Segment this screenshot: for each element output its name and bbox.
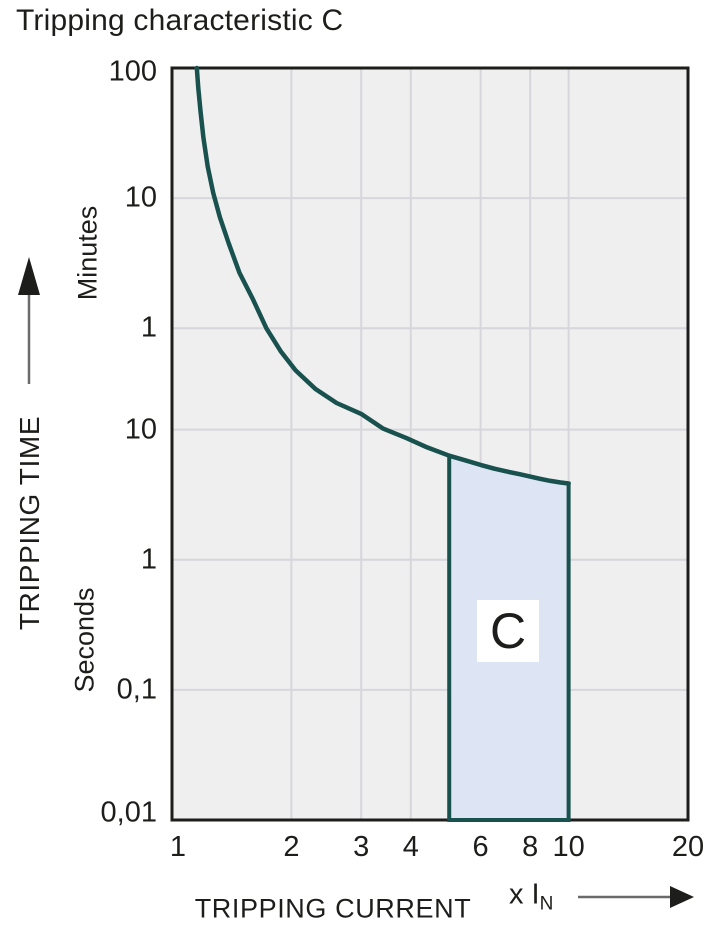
y-tick-label: 100 bbox=[108, 55, 157, 88]
tripping-curve bbox=[194, 65, 571, 486]
x-axis-arrowhead-icon bbox=[670, 886, 694, 908]
plot-background bbox=[172, 68, 688, 820]
y-axis-arrow bbox=[18, 257, 40, 384]
y-tick-label: 1 bbox=[140, 543, 157, 576]
y-tick-label: 10 bbox=[124, 413, 157, 446]
y-tick-label: 1 bbox=[140, 311, 157, 344]
y-axis-arrowhead-icon bbox=[18, 257, 40, 295]
y-axis-title: TRIPPING TIME bbox=[14, 415, 45, 631]
x-tick-label: 1 bbox=[169, 831, 187, 863]
x-axis-unit: x IN bbox=[500, 879, 553, 916]
region-label: C bbox=[489, 603, 527, 659]
x-axis-unit-subscript: N bbox=[539, 893, 554, 915]
x-tick-label: 3 bbox=[353, 831, 370, 863]
x-tick-label: 2 bbox=[283, 831, 300, 863]
x-axis-unit-prefix: x I bbox=[509, 878, 540, 911]
y-axis-unit-seconds: Seconds bbox=[69, 587, 100, 693]
y-tick-label: 0,1 bbox=[116, 673, 157, 706]
x-tick-label: 6 bbox=[472, 831, 489, 863]
page-title: Tripping characteristic C bbox=[16, 4, 344, 37]
x-tick-label: 20 bbox=[671, 831, 705, 863]
y-axis-unit-minutes: Minutes bbox=[72, 205, 103, 301]
x-axis-arrow bbox=[578, 886, 694, 908]
region-label-box: C bbox=[477, 600, 539, 662]
x-tick-label: 8 bbox=[522, 831, 539, 863]
y-tick-label: 10 bbox=[124, 181, 157, 214]
x-tick-label: 4 bbox=[402, 831, 419, 863]
x-axis-title: TRIPPING CURRENT bbox=[194, 893, 472, 924]
gridlines bbox=[172, 68, 688, 820]
y-tick-label: 0,01 bbox=[100, 796, 157, 829]
x-tick-label: 10 bbox=[552, 831, 585, 863]
plot-border bbox=[170, 66, 690, 822]
